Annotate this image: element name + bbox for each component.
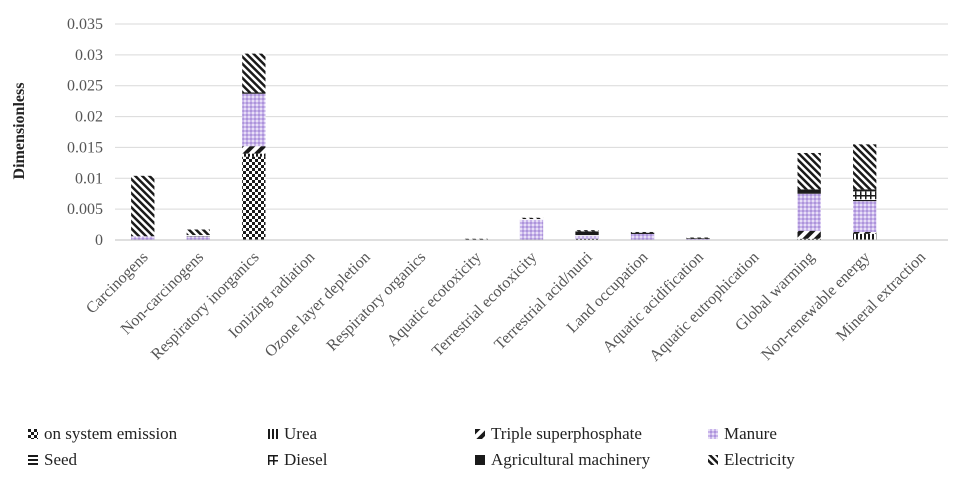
y-tick-label: 0.03 [75,47,103,64]
x-tick-label: Aquatic eutrophication [646,249,762,365]
bar-segment-3 [519,219,544,240]
bar-segment-1 [242,153,266,157]
bar-segment-7 [630,231,655,233]
legend-swatch [475,429,485,439]
x-tick-label: Aquatic ecotoxicity [384,249,485,350]
bar-segment-3 [575,235,599,239]
bar-segment-1 [853,233,877,240]
legend-swatch [268,429,278,439]
bar-segment-6 [575,231,599,236]
bar-segment-3 [242,93,266,147]
bar-segment-4 [853,199,877,202]
x-tick-label: Non-renewable energy [758,249,873,364]
legend-swatch [708,429,718,439]
bar-segment-3 [630,233,655,240]
y-tick-label: 0.015 [67,139,103,156]
legend-item: Triple superphosphate [475,424,642,444]
legend-swatch [28,429,38,439]
bar-segment-4 [630,233,655,235]
bar-segment-7 [797,152,821,190]
y-axis: 0 0.005 0.01 0.015 0.02 0.025 0.03 0.035 [67,16,103,249]
legend-label: Agricultural machinery [491,450,651,469]
x-tick-label: Respiratory organics [324,249,430,355]
legend-item: Diesel [268,450,327,470]
legend-label: on system emission [44,424,178,443]
y-tick-label: 0 [95,232,103,249]
bar-segment-7 [519,217,544,220]
bar-segment-0 [242,156,266,240]
y-tick-label: 0.01 [75,170,103,187]
legend-item: Agricultural machinery [475,450,650,470]
x-tick-label: Aquatic acidification [600,249,707,356]
bar-segment-7 [575,230,599,232]
legend-swatch [268,455,278,465]
legend-item: Manure [708,424,777,444]
bar-segment-7 [853,144,877,190]
bar-segment-6 [630,232,655,234]
bar-segment-7 [186,229,210,236]
bar-segment-3 [853,201,877,232]
bar-segment-4 [242,92,266,94]
y-tick-label: 0.025 [67,78,103,95]
bar-segment-1 [797,238,821,240]
bar-segment-2 [242,146,266,154]
legend-swatch [708,455,718,465]
bar-segment-5 [853,191,877,200]
bar-segment-6 [797,189,821,193]
bar-segment-3 [797,193,821,231]
legend: on system emission Urea Triple superphosph… [28,424,928,478]
bar-segment-3 [186,236,210,240]
stacked-bar-chart: 0 0.005 0.01 0.015 0.02 0.025 0.03 0.035 Carcin… [11,16,948,365]
legend-label: Electricity [724,450,795,469]
legend-label: Triple superphosphate [491,424,642,443]
legend-label: Diesel [284,450,328,469]
bar-segment-2 [853,231,877,234]
bar-segment-4 [186,235,210,237]
legend-label: Urea [284,424,318,443]
legend-swatch [475,455,485,465]
bar-segment-4 [519,219,544,220]
y-tick-label: 0.005 [67,201,103,218]
x-tick-label: Terrestrial acid/nutri [491,248,596,353]
bar-segment-2 [797,230,821,239]
x-tick-label: Ozone layer depletion [262,249,374,361]
bar-segment-1 [575,238,599,240]
bar-segment-3 [686,238,710,240]
bar-segment-7 [242,53,266,93]
legend-item: Urea [268,424,317,444]
legend-item: Seed [28,450,77,470]
legend-swatch [28,455,38,465]
bars [131,53,877,241]
legend-label: Manure [724,424,777,443]
bar-segment-3 [131,236,155,240]
bar-segment-6 [686,238,710,239]
bar-segment-7 [686,237,710,239]
gridlines [115,23,948,210]
x-tick-label: Respiratory inorganics [148,249,263,364]
bar-segment-4 [575,235,599,236]
bar-segment-7 [131,175,155,237]
bar-segment-6 [853,189,877,192]
x-tick-label: Terrestrial ecotoxicity [429,249,540,360]
y-axis-label: Dimensionless [11,83,28,180]
legend-label: Seed [44,450,78,469]
bar-segment-4 [797,192,821,194]
legend-item: Electricity [708,450,795,470]
y-tick-label: 0.02 [75,109,103,126]
y-tick-label: 0.035 [67,16,103,33]
legend-item: on system emission [28,424,177,444]
bar-segment-7 [464,238,488,240]
